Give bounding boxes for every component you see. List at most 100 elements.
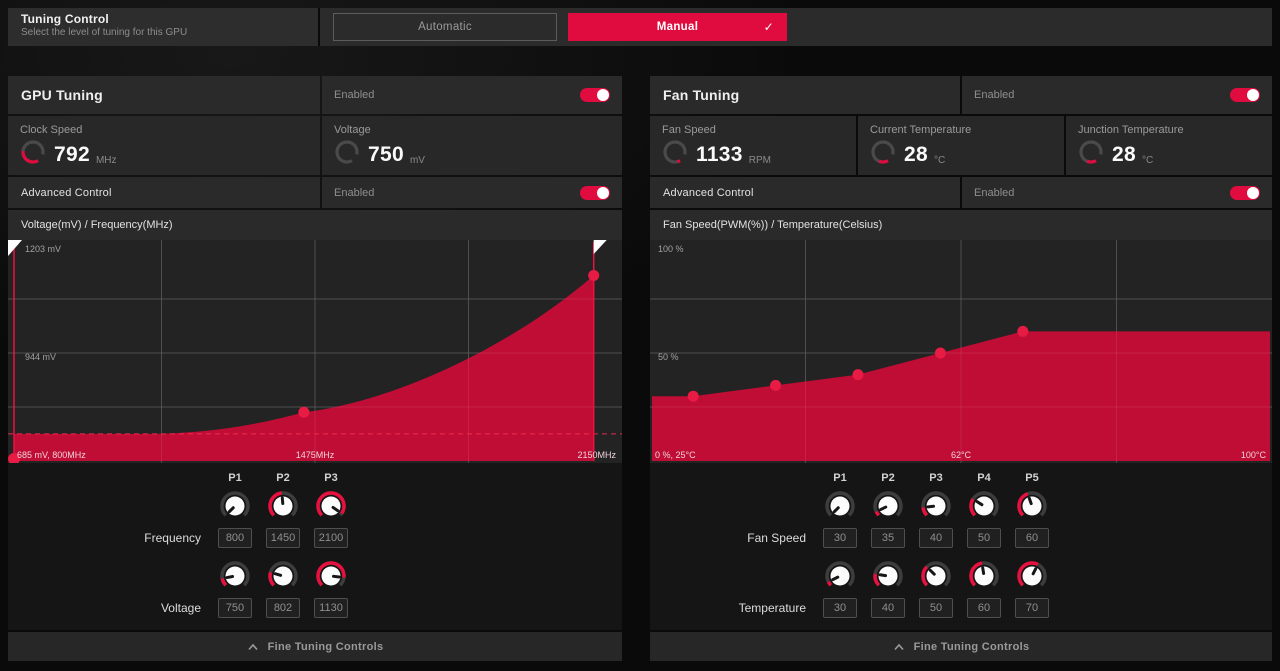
fan-panel-title: Fan Tuning bbox=[650, 76, 960, 114]
voltage-p1-input[interactable] bbox=[218, 598, 252, 618]
gpu-tuning-panel: GPU Tuning Enabled Clock Speed 792 MHz V… bbox=[8, 76, 622, 661]
manual-button-label: Manual bbox=[656, 21, 699, 33]
frequency-p2-input[interactable] bbox=[266, 528, 300, 548]
fan-advanced-enabled-label: Enabled bbox=[974, 186, 1015, 199]
current-temperature-unit: °C bbox=[933, 155, 946, 166]
fan-speed-p4-knob[interactable] bbox=[960, 489, 1008, 523]
vf-curve-chart[interactable]: 1203 mV 944 mV 685 mV, 800MHz 1475MHz 2150MH… bbox=[8, 240, 622, 463]
temperature-p2-knob[interactable] bbox=[864, 559, 912, 593]
temperature-p5-input[interactable] bbox=[1015, 598, 1049, 618]
fan-speed-p5-input[interactable] bbox=[1015, 528, 1049, 548]
voltage-p1-knob[interactable] bbox=[211, 559, 259, 593]
vf-chart-area: 1203 mV 944 mV 685 mV, 800MHz 1475MHz 2150MH… bbox=[8, 240, 622, 463]
fan-stats-row: Fan Speed 1133 RPM Current Temperature 2… bbox=[650, 116, 1272, 175]
junction-temperature-stat: Junction Temperature 28 °C bbox=[1066, 116, 1272, 175]
fan-p1-header: P1 bbox=[833, 472, 847, 484]
gpu-enabled-toggle[interactable] bbox=[580, 88, 610, 102]
fan-p4-header: P4 bbox=[977, 472, 991, 484]
gpu-enabled-label: Enabled bbox=[334, 89, 375, 101]
fan-speed-gauge-icon bbox=[662, 139, 688, 170]
clock-speed-label: Clock Speed bbox=[20, 124, 83, 136]
fan-temperature-values: Temperature bbox=[650, 595, 1272, 621]
voltage-label: Voltage bbox=[334, 124, 371, 136]
temperature-p2-input[interactable] bbox=[871, 598, 905, 618]
temperature-p1-input[interactable] bbox=[823, 598, 857, 618]
gpu-advanced-enabled-cell: Enabled bbox=[322, 177, 622, 208]
gpu-fine-tuning-collapse[interactable]: Fine Tuning Controls bbox=[8, 632, 622, 661]
current-temperature-gauge-icon bbox=[870, 139, 896, 170]
frequency-p2-knob[interactable] bbox=[259, 489, 307, 523]
fan-speed-label: Fan Speed bbox=[662, 124, 716, 136]
fan-point-headers: P1 P2 P3 P4 P5 bbox=[650, 469, 1272, 487]
temperature-p5-knob[interactable] bbox=[1008, 559, 1056, 593]
gpu-panel-header: GPU Tuning Enabled bbox=[8, 76, 622, 114]
fan-fine-tuning: P1 P2 P3 P4 P5 Fan Speed bbox=[650, 463, 1272, 630]
fan-advanced-enabled-cell: Enabled bbox=[962, 177, 1272, 208]
automatic-button[interactable]: Automatic bbox=[333, 13, 557, 41]
gpu-footer-label: Fine Tuning Controls bbox=[267, 640, 384, 653]
frequency-p3-knob[interactable] bbox=[307, 489, 355, 523]
fan-enabled-cell: Enabled bbox=[962, 76, 1272, 114]
junction-temperature-label: Junction Temperature bbox=[1078, 124, 1184, 136]
svg-text:50 %: 50 % bbox=[658, 352, 679, 362]
fan-speed-p1-input[interactable] bbox=[823, 528, 857, 548]
gpu-advanced-toggle[interactable] bbox=[580, 185, 610, 200]
voltage-row-label: Voltage bbox=[160, 601, 201, 615]
svg-text:1203 mV: 1203 mV bbox=[25, 244, 61, 254]
fan-curve-chart[interactable]: 100 % 50 % 0 %, 25°C 62°C 100°C bbox=[650, 240, 1272, 463]
voltage-p3-input[interactable] bbox=[314, 598, 348, 618]
temperature-p3-input[interactable] bbox=[919, 598, 953, 618]
gpu-p3-header: P3 bbox=[324, 472, 338, 484]
fan-enabled-label: Enabled bbox=[974, 89, 1015, 101]
fan-speed-p3-knob[interactable] bbox=[912, 489, 960, 523]
gpu-stats-row: Clock Speed 792 MHz Voltage 750 mV bbox=[8, 116, 622, 175]
gpu-advanced-enabled-label: Enabled bbox=[334, 186, 375, 199]
voltage-p2-knob[interactable] bbox=[259, 559, 307, 593]
temperature-p3-knob[interactable] bbox=[912, 559, 960, 593]
fan-speed-p3-input[interactable] bbox=[919, 528, 953, 548]
junction-temperature-unit: °C bbox=[1141, 155, 1154, 166]
manual-button[interactable]: Manual ✓ bbox=[568, 13, 787, 41]
fan-advanced-toggle[interactable] bbox=[1230, 185, 1260, 200]
junction-temperature-value: 28 bbox=[1112, 142, 1136, 166]
temperature-p4-input[interactable] bbox=[967, 598, 1001, 618]
frequency-p3-input[interactable] bbox=[314, 528, 348, 548]
voltage-p2-input[interactable] bbox=[266, 598, 300, 618]
fan-speed-p4-input[interactable] bbox=[967, 528, 1001, 548]
fan-panel-header: Fan Tuning Enabled bbox=[650, 76, 1272, 114]
fan-speed-p1-knob[interactable] bbox=[816, 489, 864, 523]
temperature-p1-knob[interactable] bbox=[816, 559, 864, 593]
fan-speed-stat: Fan Speed 1133 RPM bbox=[650, 116, 856, 175]
frequency-p1-input[interactable] bbox=[218, 528, 252, 548]
temperature-row-label: Temperature bbox=[738, 601, 806, 615]
fan-speed-p2-input[interactable] bbox=[871, 528, 905, 548]
gpu-enabled-cell: Enabled bbox=[322, 76, 622, 114]
frequency-p1-knob[interactable] bbox=[211, 489, 259, 523]
gpu-panel-title: GPU Tuning bbox=[8, 76, 320, 114]
fan-speed-p2-knob[interactable] bbox=[864, 489, 912, 523]
fan-footer-label: Fine Tuning Controls bbox=[913, 640, 1030, 653]
voltage-p3-knob[interactable] bbox=[307, 559, 355, 593]
fan-speed-knobs bbox=[650, 489, 1272, 523]
current-temperature-stat: Current Temperature 28 °C bbox=[858, 116, 1064, 175]
gpu-frequency-values: Frequency bbox=[8, 525, 622, 551]
fan-chart-title: Fan Speed(PWM(%)) / Temperature(Celsius) bbox=[650, 210, 1272, 240]
fan-enabled-toggle[interactable] bbox=[1230, 88, 1260, 102]
voltage-unit: mV bbox=[409, 155, 425, 166]
fan-p2-header: P2 bbox=[881, 472, 895, 484]
fan-advanced-row: Advanced Control Enabled bbox=[650, 177, 1272, 208]
gpu-advanced-row: Advanced Control Enabled bbox=[8, 177, 622, 208]
vf-chart-title: Voltage(mV) / Frequency(MHz) bbox=[8, 210, 622, 240]
temperature-p4-knob[interactable] bbox=[960, 559, 1008, 593]
fan-speed-p5-knob[interactable] bbox=[1008, 489, 1056, 523]
tuning-control-header: Tuning Control Select the level of tunin… bbox=[8, 8, 320, 46]
fan-speed-row-label: Fan Speed bbox=[747, 531, 806, 545]
gpu-fine-tuning: P1 P2 P3 Frequency bbox=[8, 463, 622, 630]
gpu-voltage-values: Voltage bbox=[8, 595, 622, 621]
fan-fine-tuning-collapse[interactable]: Fine Tuning Controls bbox=[650, 632, 1272, 661]
fan-temperature-knobs bbox=[650, 559, 1272, 593]
fan-speed-value: 1133 bbox=[696, 142, 743, 166]
gpu-p1-header: P1 bbox=[228, 472, 242, 484]
svg-text:100°C: 100°C bbox=[1241, 450, 1267, 460]
